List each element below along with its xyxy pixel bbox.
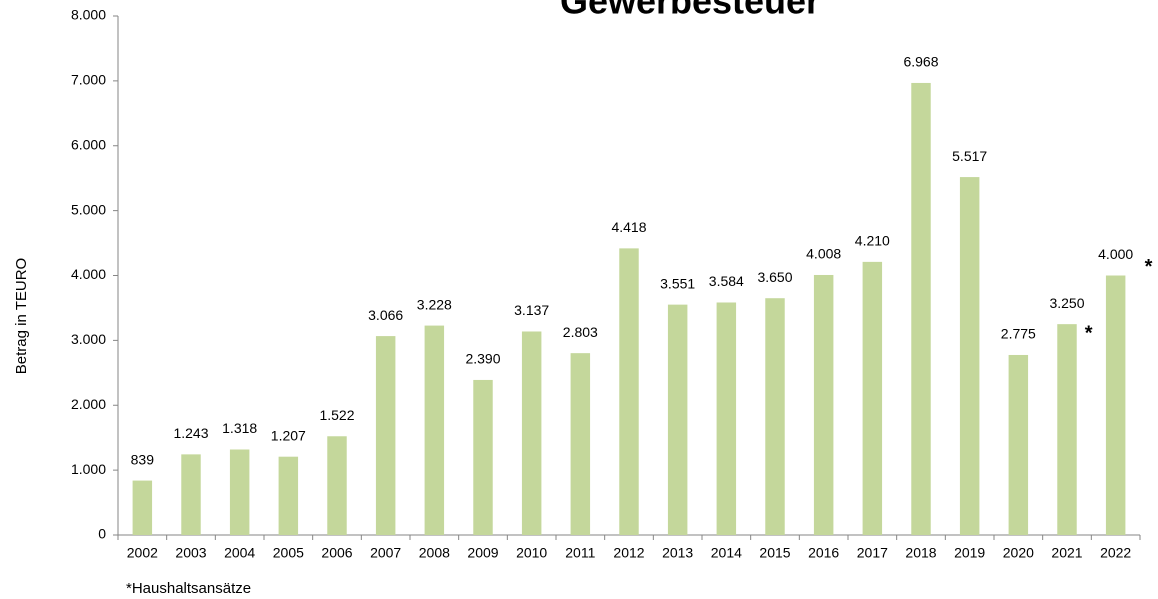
x-tick-label: 2007 (370, 545, 401, 561)
bar (911, 82, 931, 536)
bar (765, 298, 785, 535)
bar (473, 379, 493, 535)
bar (229, 449, 250, 535)
x-tick-label: 2009 (467, 545, 498, 561)
bar (375, 336, 396, 535)
value-label: 2.803 (563, 324, 598, 340)
x-tick-label: 2008 (419, 545, 450, 561)
value-label: 4.000 (1098, 246, 1133, 262)
x-tick-label: 2012 (613, 545, 644, 561)
value-label: 1.207 (271, 427, 306, 443)
value-label: 6.968 (903, 54, 938, 70)
value-label: 3.584 (709, 273, 744, 289)
y-tick-label: 6.000 (71, 136, 106, 152)
bar (327, 436, 347, 535)
x-tick-label: 2018 (905, 545, 936, 561)
x-tick-label: 2006 (321, 545, 352, 561)
x-tick-label: 2003 (175, 545, 206, 561)
x-tick-label: 2019 (954, 545, 985, 561)
x-tick-label: 2004 (224, 545, 255, 561)
bar (1105, 275, 1126, 535)
value-label: 2.390 (465, 351, 500, 367)
x-tick-label: 2016 (808, 545, 839, 561)
bar (619, 248, 639, 535)
value-label: 3.551 (660, 275, 695, 291)
y-axis-label: Betrag in TEURO (13, 258, 30, 374)
bar (181, 454, 201, 535)
value-label: 1.243 (173, 425, 208, 441)
value-label: 2.775 (1001, 326, 1036, 342)
value-label: 3.066 (368, 307, 403, 323)
bar (667, 304, 688, 535)
x-tick-label: 2015 (759, 545, 790, 561)
value-label: 1.318 (222, 420, 257, 436)
value-label: 3.650 (757, 269, 792, 285)
x-tick-label: 2010 (516, 545, 547, 561)
x-tick-label: 2021 (1051, 545, 1082, 561)
value-label: 4.418 (611, 219, 646, 235)
x-tick-label: 2013 (662, 545, 693, 561)
bar (424, 325, 445, 535)
value-label: 839 (131, 451, 155, 467)
x-tick-label: 2017 (857, 545, 888, 561)
x-tick-label: 2014 (711, 545, 742, 561)
bar (278, 456, 299, 535)
value-label: 3.250 (1049, 295, 1084, 311)
x-tick-label: 2005 (273, 545, 304, 561)
y-tick-label: 1.000 (71, 461, 106, 477)
bar (862, 261, 883, 535)
annotation: * (1085, 322, 1093, 344)
bar (1057, 324, 1077, 535)
value-label: 4.008 (806, 246, 841, 262)
bar (959, 177, 980, 535)
chart-title: Gewerbesteuer (560, 0, 820, 22)
bar (570, 353, 591, 535)
value-label: 5.517 (952, 148, 987, 164)
y-tick-label: 3.000 (71, 331, 106, 347)
x-tick-label: 2002 (127, 545, 158, 561)
value-label: 3.228 (417, 296, 452, 312)
y-tick-label: 0 (98, 526, 106, 542)
bar (813, 274, 834, 535)
value-label: 4.210 (855, 233, 890, 249)
x-tick-label: 2020 (1003, 545, 1034, 561)
y-tick-label: 8.000 (71, 7, 106, 23)
y-tick-label: 4.000 (71, 266, 106, 282)
x-tick-label: 2022 (1100, 545, 1131, 561)
bar (132, 480, 153, 535)
annotation: * (1145, 256, 1153, 278)
value-label: 1.522 (319, 407, 354, 423)
y-tick-label: 7.000 (71, 72, 106, 88)
x-tick-label: 2011 (565, 545, 595, 561)
y-tick-label: 5.000 (71, 201, 106, 217)
value-label: 3.137 (514, 302, 549, 318)
bar (1008, 354, 1029, 535)
footnote: *Haushaltsansätze (126, 580, 251, 597)
bar (521, 331, 542, 535)
bar (716, 302, 737, 535)
y-tick-label: 2.000 (71, 396, 106, 412)
